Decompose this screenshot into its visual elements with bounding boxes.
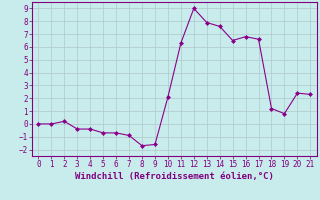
X-axis label: Windchill (Refroidissement éolien,°C): Windchill (Refroidissement éolien,°C) — [75, 172, 274, 181]
